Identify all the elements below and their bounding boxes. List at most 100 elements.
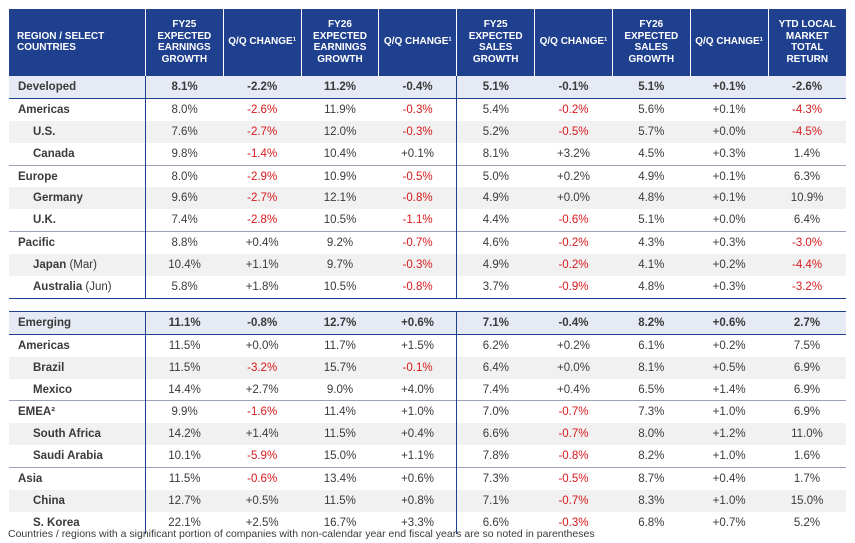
region-label: Pacific (9, 231, 146, 255)
value-cell: +0.4% (223, 231, 302, 255)
value-cell: 10.5% (301, 276, 379, 299)
row-name: Canada (33, 147, 75, 160)
value-cell: -2.6% (768, 75, 846, 99)
value-cell: +0.0% (245, 339, 279, 352)
value-cell: -0.4% (534, 310, 613, 335)
value-cell: +0.1% (712, 103, 746, 116)
value-cell: +1.5% (401, 339, 435, 352)
country-label: Canada (9, 143, 145, 165)
country-label: Germany (9, 187, 146, 210)
value-cell: +0.4% (557, 383, 590, 396)
country-label: U.K. (9, 209, 145, 231)
fiscal-year-note: (Jun) (82, 280, 112, 293)
section-spacer (9, 298, 846, 312)
value-cell: -0.2% (558, 103, 589, 116)
value-cell: 8.2% (612, 310, 691, 335)
value-cell: 9.8% (144, 142, 224, 166)
row-name: Saudi Arabia (33, 450, 103, 463)
value-cell: 11.2% (301, 75, 379, 99)
row-name: Brazil (33, 361, 65, 374)
value-cell: +0.3% (690, 231, 769, 255)
value-cell: -0.8% (378, 187, 457, 210)
value-cell: 8.7% (612, 467, 691, 491)
value-cell: 12.7% (301, 310, 379, 335)
country-row: Mexico 14.4% +2.7% 9.0% +4.0% 7.4% +0.4% 6.5% +1… (9, 378, 846, 401)
value-cell: 12.1% (301, 187, 379, 210)
country-label: Brazil (9, 356, 146, 379)
header-region: REGION / SELECT COUNTRIES (9, 9, 146, 76)
value-cell: 10.9% (768, 187, 846, 210)
row-name: Europe (18, 170, 58, 183)
value-cell: 7.1% (456, 490, 535, 512)
value-cell: 7.8% (456, 445, 535, 468)
value-cell: 9.2% (301, 231, 379, 255)
country-row: South Africa 14.2% +1.4% 11.5% +0.4% 6.6% -0.7… (9, 423, 846, 446)
country-row: Germany 9.6% -2.7% 12.1% -0.8% 4.9% +0.0% 4.8% +… (9, 187, 846, 210)
value-cell: +0.0% (712, 214, 746, 227)
value-cell: 8.8% (144, 231, 224, 255)
value-cell: -0.7% (534, 423, 613, 446)
value-cell: 4.9% (456, 254, 535, 277)
value-cell: 4.6% (456, 231, 535, 255)
value-cell: 11.1% (144, 310, 224, 335)
region-row: Americas 8.0% -2.6% 11.9% -0.3% 5.4% -0.2% 5.6%… (9, 98, 846, 121)
value-cell: -0.3% (558, 516, 589, 529)
value-cell: 6.1% (638, 339, 665, 352)
value-cell: +0.3% (690, 276, 769, 299)
value-cell: 8.1% (612, 356, 691, 379)
value-cell: 5.8% (144, 276, 224, 299)
value-cell: -1.1% (402, 214, 433, 227)
value-cell: 11.5% (144, 467, 224, 491)
country-label: South Africa (9, 423, 146, 446)
value-cell: 15.7% (301, 356, 379, 379)
country-label: China (9, 490, 146, 512)
header-row: REGION / SELECT COUNTRIES FY25 EXPECTED E… (9, 9, 846, 76)
value-cell: -0.7% (534, 400, 613, 424)
value-cell: 6.6% (456, 511, 535, 534)
country-row: U.S. 7.6% -2.7% 12.0% -0.3% 5.2% -0.5% 5.7% +0.0… (9, 120, 846, 143)
value-cell: 8.0% (144, 98, 224, 121)
value-cell: 12.7% (144, 490, 224, 512)
value-cell: -2.9% (223, 164, 302, 188)
value-cell: -3.0% (768, 231, 846, 255)
value-cell: 10.5% (323, 214, 357, 227)
country-row: Australia (Jun) 5.8% +1.8% 10.5% -0.8% 3.7% -0… (9, 276, 846, 299)
value-cell: 15.0% (323, 450, 357, 463)
value-cell: -0.1% (534, 75, 613, 99)
value-cell: -2.7% (223, 120, 302, 143)
region-row: Europe 8.0% -2.9% 10.9% -0.5% 5.0% +0.2% 4.9% +0… (9, 164, 846, 188)
country-row: China 12.7% +0.5% 11.5% +0.8% 7.1% -0.7% 8.3% +1… (9, 490, 846, 512)
value-cell: 11.4% (301, 400, 379, 424)
value-cell: -0.5% (378, 164, 457, 188)
value-cell: -0.1% (378, 356, 457, 379)
value-cell: 5.2% (456, 120, 535, 143)
value-cell: 5.2% (793, 516, 821, 529)
value-cell: 3.7% (456, 276, 535, 299)
header-column-1: FY25 EXPECTED EARNINGS GROWTH (144, 9, 224, 76)
region-label: Asia (9, 467, 146, 491)
header-column-5: FY25 EXPECTED SALES GROWTH (456, 9, 535, 76)
value-cell: -0.5% (534, 120, 613, 143)
value-cell: +0.3% (712, 147, 746, 160)
country-label: Mexico (9, 379, 145, 401)
value-cell: +1.4% (223, 423, 302, 446)
value-cell: 10.9% (301, 164, 379, 188)
value-cell: +0.0% (534, 187, 613, 210)
value-cell: 10.1% (144, 445, 224, 468)
value-cell: +0.0% (690, 120, 769, 143)
country-row: S. Korea 22.1% +2.5% 16.7% +3.3% 6.6% -0.3% 6.8… (9, 511, 846, 534)
value-cell: +0.8% (378, 490, 457, 512)
row-name: S. Korea (33, 516, 80, 529)
value-cell: -2.7% (223, 187, 302, 210)
value-cell: 6.3% (768, 164, 846, 188)
value-cell: 1.4% (793, 147, 821, 160)
value-cell: 4.9% (612, 164, 691, 188)
country-row: U.K. 7.4% -2.8% 10.5% -1.1% 4.4% -0.6% 5.1% +0.0… (9, 209, 846, 232)
row-name: Asia (18, 473, 43, 486)
table-header: REGION / SELECT COUNTRIES FY25 EXPECTED E… (9, 9, 846, 76)
value-cell: +0.0% (534, 356, 613, 379)
region-label: Americas (9, 334, 145, 356)
value-cell: 9.9% (144, 400, 224, 424)
value-cell: -2.6% (247, 103, 278, 116)
region-label: EMEA² (9, 400, 146, 424)
